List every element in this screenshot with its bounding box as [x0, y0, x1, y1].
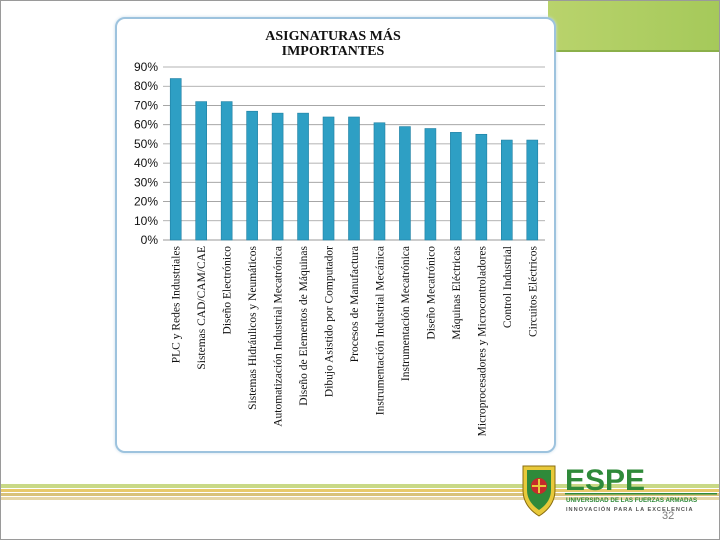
y-tick-label: 50%	[134, 137, 158, 151]
chart-title-line-1: ASIGNATURAS MÁS	[265, 27, 401, 44]
bar	[322, 116, 335, 241]
chart-bars	[169, 78, 539, 241]
x-tick-label: Diseño de Elementos de Máquinas	[298, 245, 310, 405]
x-tick-label: Control Industrial	[502, 246, 514, 328]
bar	[424, 128, 437, 241]
bar	[271, 112, 284, 241]
bar	[169, 78, 182, 241]
page-number: 32	[662, 510, 675, 522]
x-tick-label: Diseño Electrónico	[222, 246, 234, 335]
y-tick-label: 10%	[134, 214, 158, 228]
y-tick-label: 20%	[134, 195, 158, 209]
bar	[399, 126, 411, 241]
chart-title-line-2: IMPORTANTES	[282, 44, 385, 59]
logo-name: ESPE	[565, 464, 645, 497]
y-axis-ticks: 0% 10% 20% 30% 40% 50% 60% 70% 80% 90%	[134, 60, 158, 247]
espe-logo: ESPE UNIVERSIDAD DE LAS FUERZAS ARMADAS …	[515, 460, 720, 520]
x-tick-label: Máquinas Eléctricas	[451, 245, 463, 339]
footer-stripes	[0, 484, 720, 502]
bar	[373, 122, 386, 241]
y-tick-label: 30%	[134, 175, 158, 189]
y-tick-label: 60%	[134, 118, 158, 132]
x-tick-label: Sistemas CAD/CAM/CAE	[196, 246, 208, 370]
x-tick-label: Instrumentación Industrial Mecánica	[374, 246, 386, 415]
x-tick-label: Automatización Industrial Mecatrónica	[273, 246, 285, 427]
x-tick-label: Procesos de Manufactura	[349, 246, 361, 362]
bar	[475, 133, 488, 241]
x-tick-label: Instrumentación Mecatrónica	[400, 246, 412, 381]
x-tick-label: Dibujo Asistido por Computador	[324, 246, 336, 397]
logo-line-1: UNIVERSIDAD DE LAS FUERZAS ARMADAS	[566, 497, 697, 504]
bar	[500, 139, 513, 241]
x-axis-labels: PLC y Redes Industriales Sistemas CAD/CAM…	[171, 245, 540, 436]
bar	[450, 132, 462, 241]
y-tick-label: 40%	[134, 156, 158, 170]
espe-logo-graphic: ESPE UNIVERSIDAD DE LAS FUERZAS ARMADAS …	[522, 464, 717, 517]
header-accent-line	[548, 50, 720, 52]
bar	[526, 139, 539, 241]
x-tick-label: Circuitos Eléctricos	[527, 245, 539, 337]
x-tick-label: Microprocesadores y Microcontroladores	[476, 245, 488, 436]
bar	[246, 110, 258, 241]
x-tick-label: Diseño Mecatrónico	[425, 246, 437, 340]
x-tick-label: PLC y Redes Industriales	[171, 245, 183, 363]
x-tick-label: Sistemas Hidráulicos y Neumáticos	[247, 245, 259, 409]
bar	[220, 101, 233, 241]
bar	[297, 112, 309, 241]
y-tick-label: 70%	[134, 98, 158, 112]
bar	[195, 101, 207, 241]
header-accent-block	[548, 0, 720, 50]
bar	[348, 116, 360, 241]
y-tick-label: 0%	[141, 233, 159, 247]
y-tick-label: 90%	[134, 60, 158, 74]
logo-line-2: INNOVACIÓN PARA LA EXCELENCIA	[566, 505, 694, 513]
y-tick-label: 80%	[134, 79, 158, 93]
